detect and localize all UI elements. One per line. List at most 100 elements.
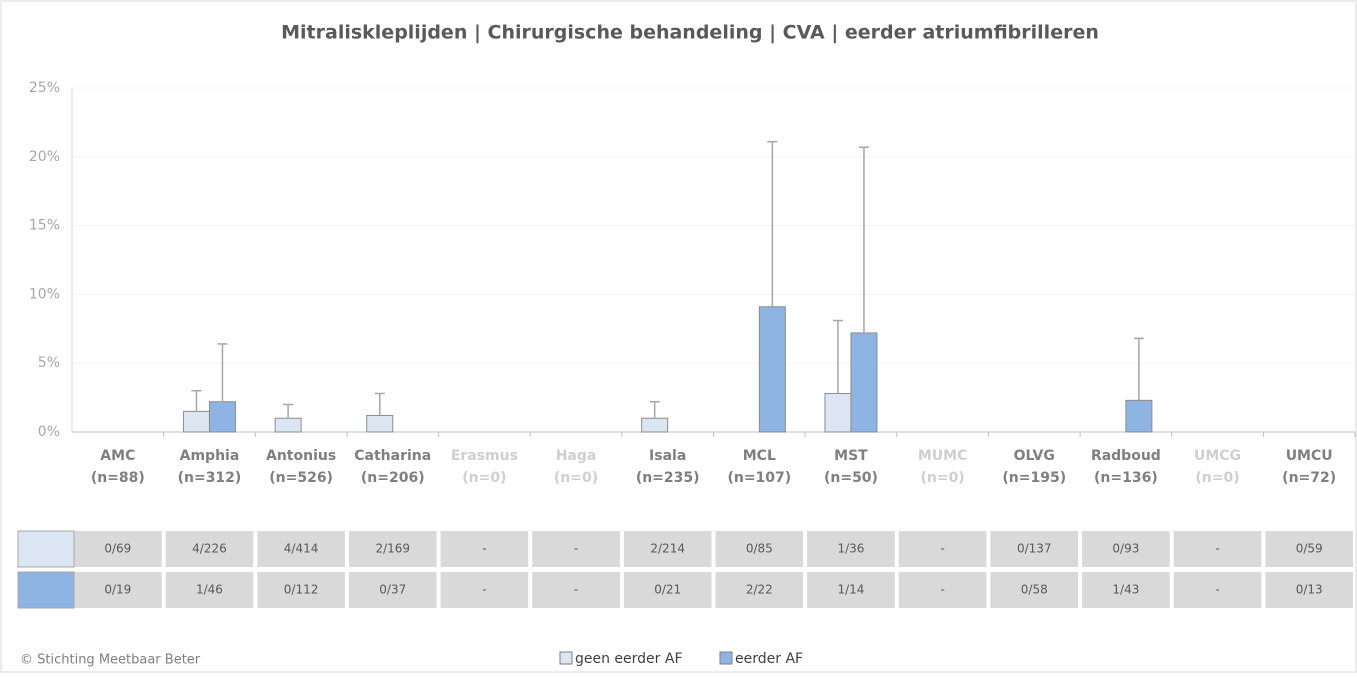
table-value: 0/93 [1112,542,1139,556]
table-value: 2/214 [650,542,685,556]
table-cell [257,572,345,608]
legend-swatch [719,651,733,665]
x-tick-label: MST [834,448,868,464]
x-tick-sublabel: (n=195) [1002,470,1066,486]
y-tick-label: 10% [29,286,60,302]
x-tick-sublabel: (n=235) [636,470,700,486]
x-tick-sublabel: (n=206) [361,470,425,486]
x-tick-sublabel: (n=0) [920,470,964,486]
table-cell [990,531,1079,567]
chart-title: Mitraliskleplijden | Chirurgische behand… [281,22,1099,44]
x-tick-label: MUMC [918,448,968,464]
bar [824,392,852,433]
bar [182,410,210,433]
table-cell [532,572,620,608]
table-value: 1/14 [837,583,864,597]
x-tick-label: Erasmus [451,448,518,464]
table-value: 4/414 [284,542,319,556]
x-tick-label: Antonius [266,448,336,464]
table-cell [898,531,987,567]
table-cell [898,572,987,608]
table-swatch [17,571,75,609]
x-tick-label: OLVG [1014,448,1055,464]
bar [274,417,302,433]
y-tick-label: 20% [29,149,60,165]
table-cell [715,531,804,567]
table-cell [623,531,712,567]
table-value: - [482,542,486,556]
x-tick-sublabel: (n=0) [554,470,598,486]
bar [366,414,394,433]
table-cell [1173,572,1262,608]
table-value: 0/85 [746,542,773,556]
table-value: 2/169 [375,542,410,556]
table-cell [1082,572,1170,608]
table-cell [165,572,254,608]
x-tick-sublabel: (n=0) [1195,470,1239,486]
y-tick-label: 15% [29,218,60,234]
table-value: 0/59 [1296,542,1323,556]
x-tick-sublabel: (n=50) [824,470,878,486]
x-tick-label: UMCG [1194,448,1241,464]
table-value: 2/22 [746,583,773,597]
x-tick-label: Catharina [354,448,431,464]
table-value: 1/36 [837,542,864,556]
table-value: 0/19 [104,583,131,597]
table-cell [990,572,1079,608]
table-cell [74,572,162,608]
bar [208,401,236,433]
table-cell [165,531,254,567]
table-cell [1173,531,1262,567]
table-cell [807,572,895,608]
x-tick-label: Isala [649,448,686,464]
legend-label: geen eerder AF [575,651,683,667]
x-tick-label: MCL [743,448,776,464]
table-cell [807,531,895,567]
table-value: 1/43 [1112,583,1139,597]
x-tick-sublabel: (n=136) [1094,470,1158,486]
table-swatch [17,530,75,568]
table-cell [440,531,529,567]
table-value: 0/58 [1021,583,1048,597]
table-value: 0/37 [379,583,406,597]
table-value: 0/21 [654,583,681,597]
bar [1125,399,1153,433]
x-tick-sublabel: (n=0) [462,470,506,486]
table-value: - [940,583,944,597]
table-value: - [1215,542,1219,556]
table-cell [1265,572,1353,608]
y-tick-label: 0% [38,424,60,440]
table-value: 0/137 [1017,542,1052,556]
y-tick-label: 25% [29,80,60,96]
table-cell [1265,531,1353,567]
x-tick-sublabel: (n=88) [91,470,145,486]
table-value: 0/13 [1296,583,1323,597]
table-cell [715,572,804,608]
x-tick-sublabel: (n=526) [269,470,333,486]
table-cell [532,531,620,567]
legend-swatch [559,651,573,665]
table-value: - [574,542,578,556]
x-tick-label: Radboud [1091,448,1161,464]
bar [850,332,878,433]
table-cell [348,572,437,608]
bar [641,417,669,433]
table-cell [257,531,345,567]
table-value: 0/112 [284,583,319,597]
table-value: - [574,583,578,597]
table-cell [348,531,437,567]
table-value: 4/226 [192,542,227,556]
table-cell [440,572,529,608]
x-tick-sublabel: (n=107) [727,470,791,486]
table-value: - [940,542,944,556]
table-cell [623,572,712,608]
footer: © Stichting Meetbaar Beter [20,653,201,668]
bar [758,306,786,433]
x-tick-sublabel: (n=72) [1282,470,1336,486]
table-value: 0/69 [104,542,131,556]
y-tick-label: 5% [38,355,60,371]
table-cell [74,531,162,567]
table-value: - [1215,583,1219,597]
